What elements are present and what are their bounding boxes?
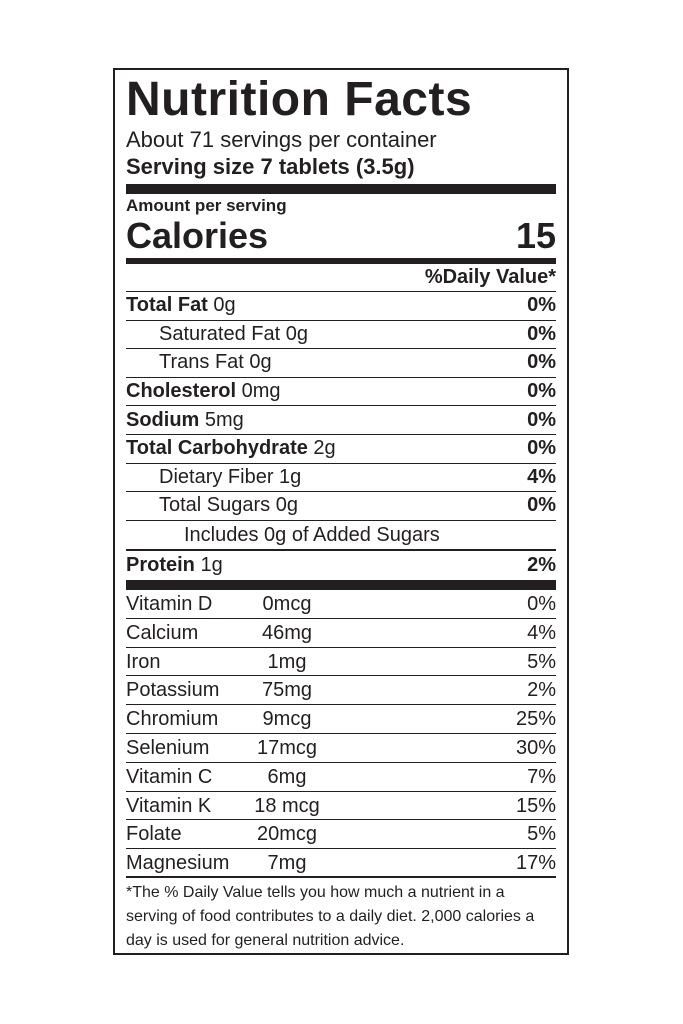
nutrition-facts-content: Nutrition Facts About 71 servings per co… <box>126 74 556 953</box>
vitamin-name: Selenium <box>126 736 210 759</box>
vitamin-row-calcium: Calcium 46mg 4% <box>126 619 556 648</box>
nutrient-daily-value: 4% <box>527 465 556 488</box>
vitamin-row-folate: Folate 20mcg 5% <box>126 820 556 850</box>
nutrient-amount: 0g <box>207 294 236 317</box>
vitamin-daily-value: 7% <box>527 765 556 788</box>
vitamin-daily-value: 2% <box>527 679 556 702</box>
thin-divider <box>126 549 556 552</box>
nutrient-daily-value: 0% <box>527 351 556 374</box>
vitamin-name: Vitamin D <box>126 592 213 615</box>
nutrient-daily-value: 0% <box>527 294 556 317</box>
nutrient-name: Total Carbohydrate <box>126 437 308 460</box>
calories-label: Calories <box>126 215 269 256</box>
serving-size: Serving size 7 tablets (3.5g) <box>126 154 415 179</box>
vitamin-name: Iron <box>126 650 161 673</box>
nutrient-row-dietary-fiber: Dietary Fiber 1g 4% <box>126 464 556 493</box>
vitamin-row-potassium: Potassium 75mg 2% <box>126 676 556 706</box>
nutrition-facts-panel: Nutrition Facts About 71 servings per co… <box>113 68 569 955</box>
nutrient-name: Saturated Fat 0g <box>159 322 308 345</box>
nutrient-name: Total Fat <box>126 294 208 317</box>
vitamin-row-iron: Iron 1mg 5% <box>126 648 556 677</box>
nutrient-daily-value: 0% <box>527 494 556 517</box>
vitamin-row-chromium: Chromium 9mcg 25% <box>126 705 556 734</box>
daily-value-footnote: *The % Daily Value tells you how much a … <box>126 883 535 949</box>
thick-divider <box>126 184 556 194</box>
vitamin-amount: 7mg <box>267 852 307 875</box>
label-title: Nutrition Facts <box>126 73 473 126</box>
vitamin-row-vitamin-d: Vitamin D 0mcg 0% <box>126 590 556 619</box>
nutrient-amount: 0mg <box>236 380 281 403</box>
medium-divider <box>126 258 556 264</box>
vitamin-row-vitamin-c: Vitamin C 6mg 7% <box>126 763 556 792</box>
nutrient-row-total-sugars: Total Sugars 0g 0% <box>126 492 556 521</box>
vitamin-daily-value: 5% <box>527 823 556 846</box>
nutrient-name: Sodium <box>126 408 200 431</box>
vitamin-daily-value: 4% <box>527 621 556 644</box>
nutrient-row-cholesterol: Cholesterol 0mg 0% <box>126 378 556 407</box>
vitamin-daily-value: 0% <box>527 592 556 615</box>
vitamin-row-vitamin-k: Vitamin K 18 mcg 15% <box>126 792 556 821</box>
vitamin-name: Folate <box>126 823 182 846</box>
vitamin-row-magnesium: Magnesium 7mg 17% <box>126 849 556 878</box>
daily-value-header: %Daily Value* <box>126 264 556 292</box>
vitamin-amount: 75mg <box>261 679 313 702</box>
nutrient-daily-value: 0% <box>527 380 556 403</box>
vitamin-amount: 18 mcg <box>254 794 320 817</box>
vitamin-daily-value: 25% <box>515 708 556 731</box>
calories-row: Calories 15 <box>126 216 556 256</box>
vitamin-name: Calcium <box>126 621 199 644</box>
nutrient-amount: 2g <box>307 437 336 460</box>
nutrient-daily-value: 0% <box>527 408 556 431</box>
vitamin-daily-value: 30% <box>515 736 556 759</box>
nutrient-daily-value: 2% <box>527 554 556 577</box>
vitamin-daily-value: 5% <box>527 650 556 673</box>
nutrient-amount: 1g <box>194 554 223 577</box>
vitamin-daily-value: 15% <box>515 794 556 817</box>
nutrient-name: Dietary Fiber 1g <box>159 465 302 488</box>
nutrient-daily-value: 0% <box>527 322 556 345</box>
nutrient-name: Protein <box>126 554 195 577</box>
thick-divider <box>126 579 556 590</box>
vitamin-name: Vitamin K <box>126 794 212 817</box>
vitamin-amount: 6mg <box>267 765 307 788</box>
amount-per-serving: Amount per serving <box>126 196 287 215</box>
vitamin-amount: 9mcg <box>262 708 312 731</box>
nutrient-name: Total Sugars 0g <box>159 494 298 517</box>
vitamin-daily-value: 17% <box>515 852 556 875</box>
nutrient-row-total-fat: Total Fat 0g 0% <box>126 292 556 321</box>
vitamin-name: Magnesium <box>126 852 230 875</box>
nutrient-amount: 5mg <box>199 408 244 431</box>
servings-per-container: About 71 servings per container <box>126 127 437 152</box>
vitamin-name: Potassium <box>126 679 220 702</box>
nutrient-name: Cholesterol <box>126 380 237 403</box>
nutrient-row-protein: Protein 1g 2% <box>126 551 556 580</box>
nutrient-row-trans-fat: Trans Fat 0g 0% <box>126 349 556 378</box>
vitamin-amount: 46mg <box>261 621 313 644</box>
vitamin-row-selenium: Selenium 17mcg 30% <box>126 734 556 763</box>
nutrient-name: Trans Fat 0g <box>159 351 272 374</box>
vitamin-name: Chromium <box>126 708 219 731</box>
vitamin-amount: 20mcg <box>256 823 318 846</box>
nutrient-row-sodium: Sodium 5mg 0% <box>126 406 556 435</box>
nutrient-daily-value: 0% <box>527 437 556 460</box>
nutrient-name: Includes 0g of Added Sugars <box>184 523 440 546</box>
vitamin-amount: 0mcg <box>262 592 312 615</box>
nutrient-row-added-sugars: Includes 0g of Added Sugars <box>126 521 556 550</box>
calories-value: 15 <box>515 215 556 256</box>
vitamin-amount: 1mg <box>267 650 307 673</box>
nutrient-row-total-carbohydrate: Total Carbohydrate 2g 0% <box>126 435 556 464</box>
vitamin-name: Vitamin C <box>126 765 213 788</box>
nutrient-row-saturated-fat: Saturated Fat 0g 0% <box>126 321 556 350</box>
vitamin-amount: 17mcg <box>256 736 318 759</box>
